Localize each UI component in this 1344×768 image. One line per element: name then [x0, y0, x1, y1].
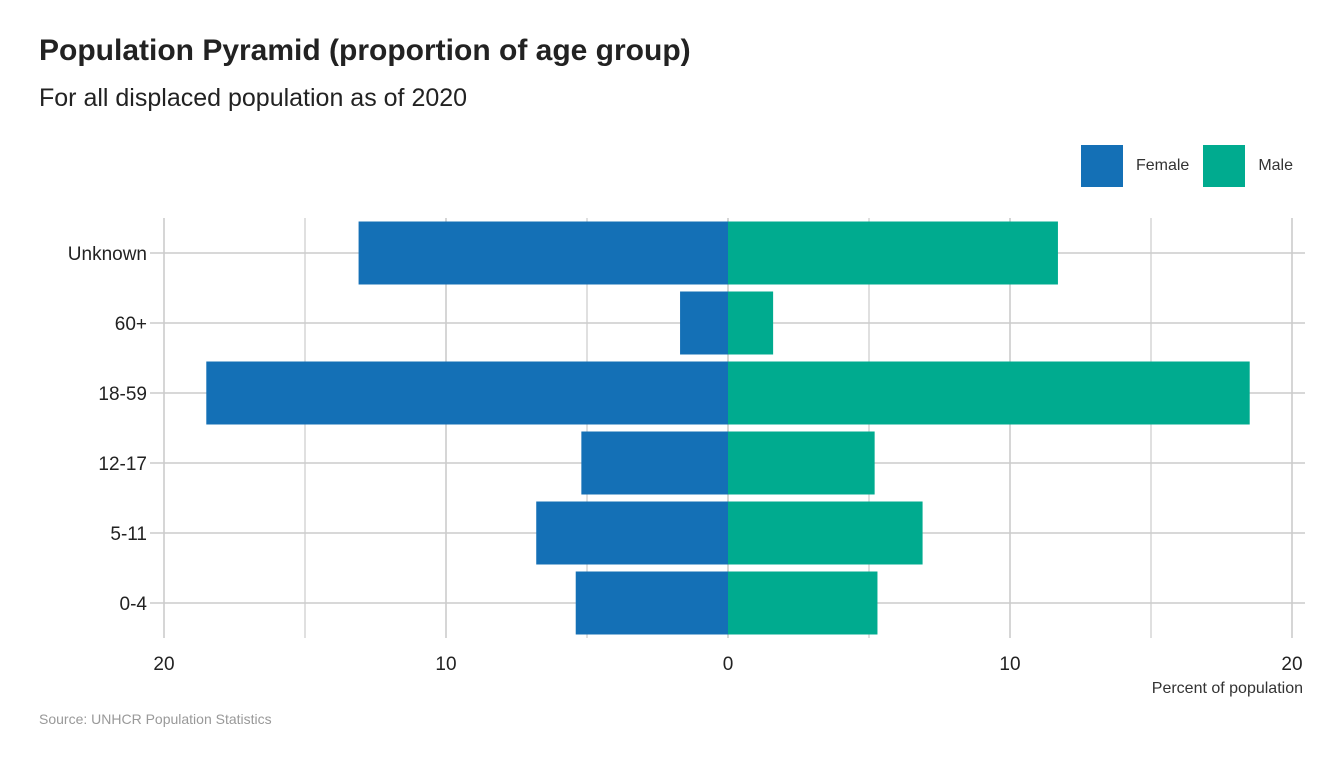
y-tick-label: 60+ — [115, 314, 147, 335]
x-tick-label: 20 — [1281, 654, 1302, 675]
bar-male-0-4 — [728, 571, 878, 635]
legend-swatch-male — [1203, 145, 1246, 187]
legend-item-female: Female — [1080, 145, 1190, 187]
bar-female-18-59 — [206, 361, 729, 425]
x-tick-label: 10 — [999, 654, 1020, 675]
y-tick-label: 0-4 — [120, 594, 148, 615]
legend-item-male: Male — [1203, 145, 1293, 187]
x-tick-label: 20 — [153, 654, 174, 675]
legend-swatch-female — [1080, 145, 1123, 187]
y-tick-label: 18-59 — [98, 384, 147, 405]
bars — [206, 221, 1250, 635]
y-tick-label: 5-11 — [110, 524, 147, 545]
legend-label-male: Male — [1258, 157, 1293, 174]
x-tick-label: 10 — [435, 654, 456, 675]
bar-male-Unknown — [728, 221, 1058, 285]
bar-female-12-17 — [581, 431, 728, 495]
bar-female-0-4 — [575, 571, 728, 635]
legend: Female Male — [1067, 145, 1293, 187]
chart-subtitle: For all displaced population as of 2020 — [39, 84, 468, 112]
bar-male-12-17 — [728, 431, 875, 495]
bar-male-60+ — [728, 291, 774, 355]
x-axis-title: Percent of population — [1152, 680, 1303, 697]
x-axis-labels: 20 10 0 10 20 — [153, 654, 1302, 675]
bar-male-18-59 — [728, 361, 1250, 425]
y-tick-label: 12-17 — [98, 454, 147, 475]
x-tick-label: 0 — [723, 654, 734, 675]
bar-male-5-11 — [728, 501, 923, 565]
y-axis-labels: 0-4 5-11 12-17 18-59 60+ Unknown — [68, 244, 148, 615]
bar-female-Unknown — [358, 221, 728, 285]
legend-label-female: Female — [1135, 157, 1190, 174]
source-caption: Source: UNHCR Population Statistics — [39, 711, 272, 727]
bar-female-60+ — [680, 291, 728, 355]
chart-title: Population Pyramid (proportion of age gr… — [39, 34, 691, 67]
bar-female-5-11 — [536, 501, 728, 565]
y-tick-label: Unknown — [68, 244, 147, 265]
